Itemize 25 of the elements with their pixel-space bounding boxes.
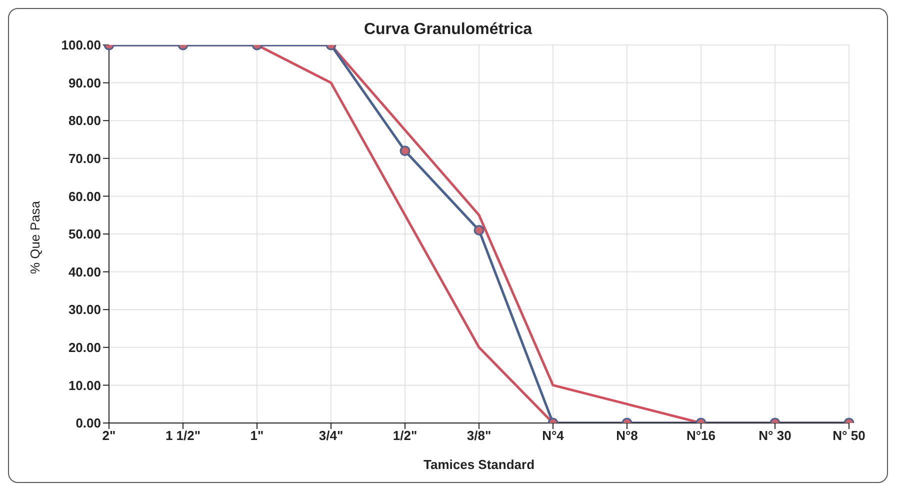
x-tick-label: 1/2": [392, 428, 418, 444]
y-tick-label: 50.00: [68, 226, 101, 242]
y-tick-label: 90.00: [68, 75, 101, 90]
y-axis-title: % Que Pasa: [28, 200, 43, 274]
x-tick-label: 3/8": [466, 428, 492, 444]
x-tick-label: N°8: [616, 428, 638, 444]
x-tick-label: N° 50: [832, 428, 866, 444]
y-tick-label: 70.00: [68, 151, 101, 166]
x-axis-title: Tamices Standard: [423, 457, 535, 472]
y-tick-label: 80.00: [68, 113, 101, 128]
y-tick-label: 0.00: [76, 416, 101, 431]
y-tick-label: 20.00: [68, 340, 101, 356]
chart-title: Curva Granulométrica: [362, 20, 534, 39]
x-tick-label: 1": [250, 428, 264, 444]
y-tick-label: 60.00: [68, 188, 101, 204]
x-tick-label: 3/4": [318, 428, 344, 444]
x-tick-label: N°16: [686, 428, 716, 444]
y-tick-label: 40.00: [68, 264, 101, 280]
y-tick-label: 30.00: [68, 302, 101, 318]
x-tick-label: N° 30: [758, 428, 792, 444]
y-tick-label: 10.00: [68, 378, 101, 393]
x-tick-label: N°4: [542, 428, 565, 444]
x-tick-label: 2": [102, 428, 116, 444]
x-tick-label: 1 1/2": [165, 428, 201, 444]
y-tick-label: 100.00: [61, 38, 101, 53]
